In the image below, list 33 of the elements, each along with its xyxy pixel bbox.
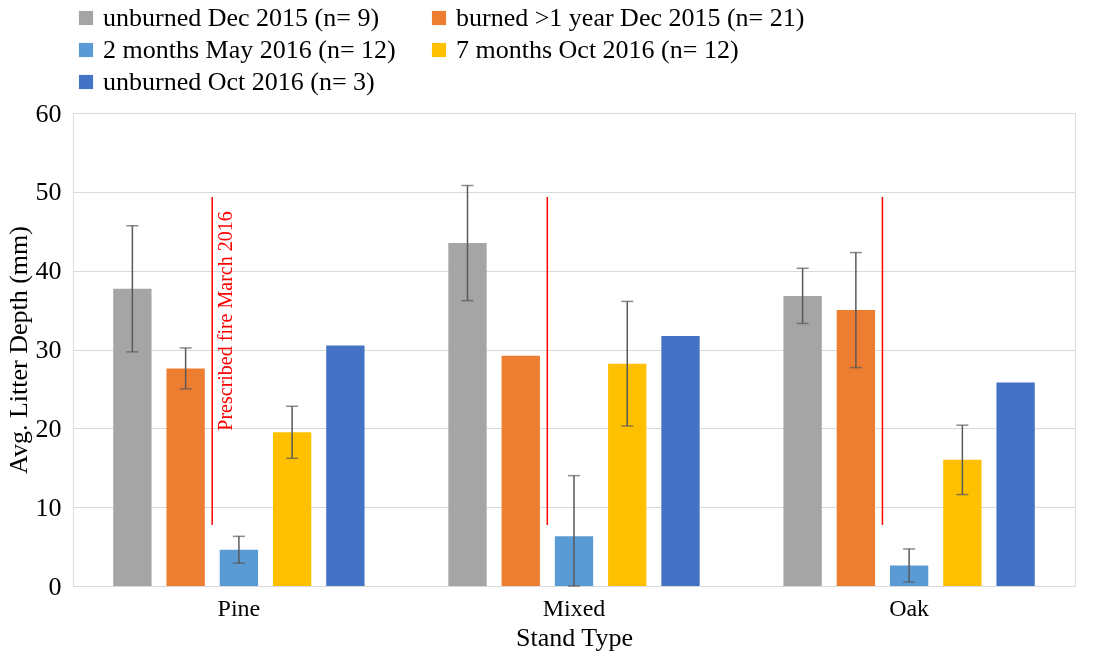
y-tick-label: 20 <box>35 413 62 443</box>
bar <box>996 382 1035 586</box>
bar <box>943 459 982 586</box>
bar <box>889 565 929 586</box>
bar <box>272 432 312 586</box>
y-tick-label: 30 <box>35 335 62 364</box>
x-tick-label: Mixed <box>542 594 606 621</box>
x-tick-label: Pine <box>217 594 261 621</box>
y-tick-label: 50 <box>35 177 62 207</box>
bar <box>326 345 365 586</box>
bar <box>113 288 152 586</box>
bar <box>783 295 822 586</box>
bar <box>554 536 594 586</box>
y-tick-label: 10 <box>35 492 62 522</box>
bar <box>448 243 487 586</box>
legend-label: 2 months May 2016 (n= 12) <box>103 35 396 64</box>
bar <box>166 368 205 586</box>
legend-label: 7 months Oct 2016 (n= 12) <box>456 35 739 64</box>
bar <box>501 355 540 586</box>
x-axis-title: Stand Type <box>516 622 633 652</box>
bar <box>836 310 876 586</box>
x-tick-label: Oak <box>889 594 930 621</box>
bar <box>219 549 259 586</box>
bar <box>661 336 700 586</box>
legend-label: unburned Dec 2015 (n= 9) <box>103 3 380 32</box>
y-tick-label: 40 <box>35 256 62 286</box>
y-tick-label: 0 <box>48 571 62 601</box>
legend-label: burned >1 year Dec 2015 (n= 21) <box>456 3 805 32</box>
y-axis-title: Avg. Litter Depth (mm) <box>3 226 33 474</box>
y-tick-label: 60 <box>35 98 62 128</box>
legend-label: unburned Oct 2016 (n= 3) <box>103 67 375 96</box>
ref-line-label: Prescribed fire March 2016 <box>214 211 237 431</box>
bar <box>608 363 647 586</box>
